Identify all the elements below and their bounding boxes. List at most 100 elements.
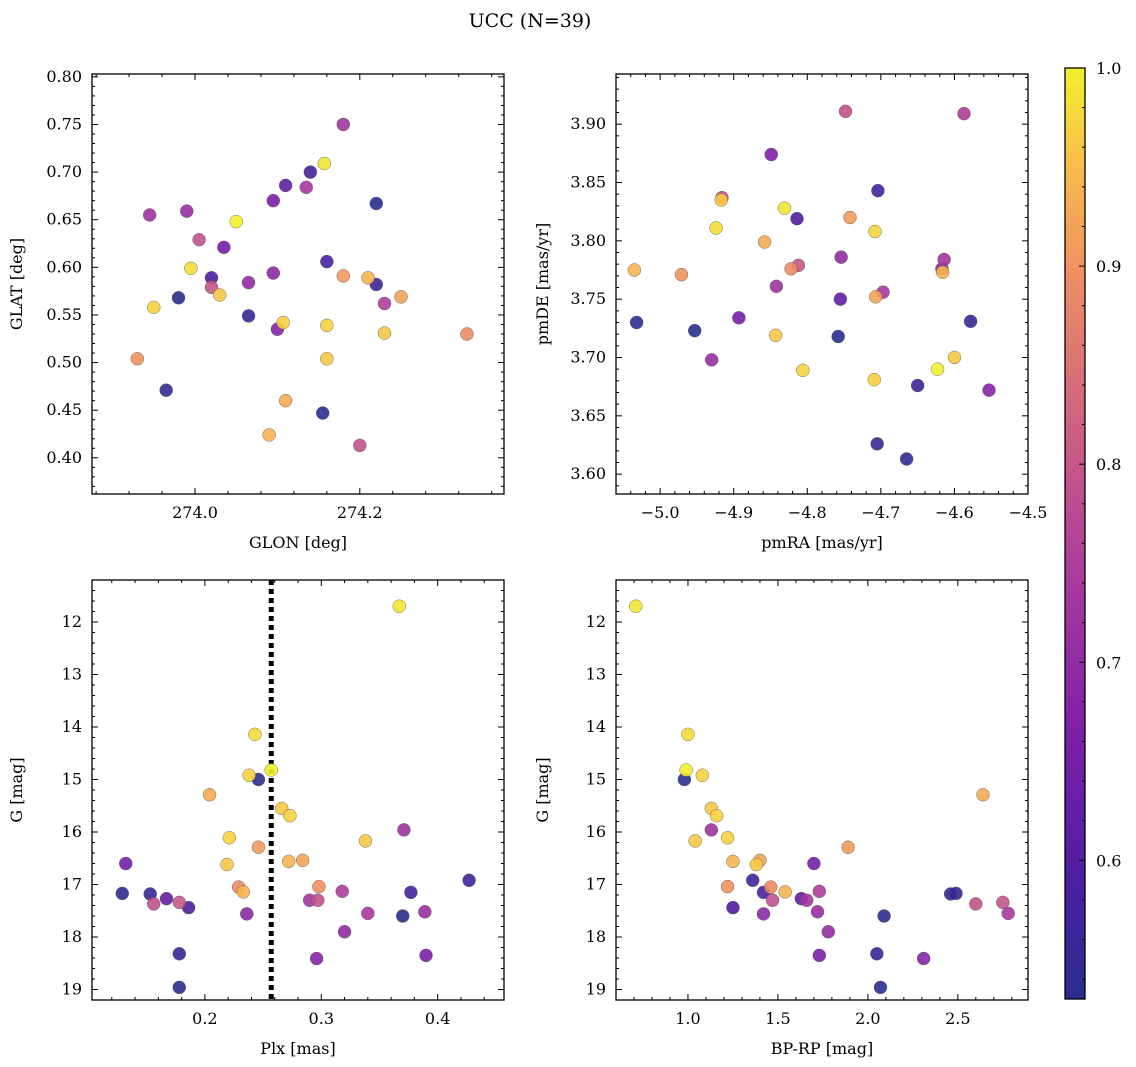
- panel-1-xtick-label: 274.2: [337, 503, 383, 522]
- panel-2-ytick-label: 3.60: [570, 464, 606, 483]
- panel-3-point: [312, 879, 326, 894]
- panel-3-point: [361, 906, 375, 921]
- panel-1-ytick-label: 0.50: [46, 353, 82, 372]
- panel-2-point: [947, 350, 962, 365]
- colorbar-tick-label: 0.9: [1096, 257, 1121, 276]
- panel-3-ytick-label: 16: [62, 822, 82, 841]
- panel-3-point: [242, 768, 256, 782]
- panel-3-ytick-label: 13: [62, 665, 82, 684]
- panel-3-point: [264, 763, 278, 777]
- panel-2-xtick-label: −5.0: [641, 503, 680, 522]
- panel-1-point: [241, 275, 256, 290]
- panel-2-point: [709, 221, 723, 235]
- panel-1-point: [320, 352, 334, 366]
- panel-2-point: [982, 383, 996, 397]
- panel-2-point: [688, 323, 702, 338]
- panel-4-point: [749, 857, 764, 872]
- panel-2-point: [764, 147, 778, 162]
- panel-2-ytick-label: 3.80: [570, 231, 606, 250]
- panel-3-ytick-label: 15: [62, 770, 82, 789]
- panel-4-point: [681, 727, 695, 742]
- panel-1: 274.0 274.2 0.40 0.45 0.50 0.55 0.60 0.65 0.70 0.…: [7, 67, 505, 552]
- panel-3-point: [392, 599, 406, 613]
- panel-4-ylabel: G [mag]: [533, 757, 552, 822]
- panel-1-point: [369, 196, 383, 211]
- panel-3-point: [397, 823, 411, 837]
- panel-1-xtick-label: 274.0: [172, 503, 218, 522]
- panel-4-ytick-label: 17: [586, 875, 606, 894]
- panel-1-ytick-label: 0.45: [46, 400, 82, 419]
- panel-1-point: [303, 165, 318, 179]
- panel-2-ytick-label: 3.65: [570, 406, 606, 425]
- panel-2-point: [843, 210, 857, 225]
- panel-4-ticks: [615, 579, 1028, 1001]
- panel-2-ylabel: pmDE [mas/yr]: [533, 223, 552, 346]
- panel-1-point: [336, 117, 351, 132]
- panel-4-point: [812, 884, 827, 899]
- panel-3-point: [172, 895, 186, 910]
- panel-4-point: [873, 980, 888, 995]
- panel-1-point: [147, 300, 161, 315]
- panel-2-point: [899, 452, 914, 466]
- panel-3-ticks: [92, 579, 504, 1001]
- panel-1-ytick-label: 0.80: [46, 67, 82, 86]
- panel-2-xtick-label: −4.5: [1009, 503, 1048, 522]
- panel-1-xlabel: GLON [deg]: [249, 533, 347, 552]
- panel-4-point: [870, 947, 884, 961]
- panel-2-xtick-label: −4.7: [861, 503, 900, 522]
- panel-4-point: [746, 873, 760, 887]
- panel-4-xtick-label: 1.5: [765, 1009, 790, 1028]
- panel-1-point: [336, 269, 351, 283]
- panel-1-ytick-label: 0.70: [46, 162, 82, 181]
- panel-1-ticks: [92, 74, 504, 494]
- panel-3-point: [159, 891, 174, 906]
- panel-3-ytick-label: 14: [62, 717, 82, 736]
- panel-4-frame: [615, 579, 1029, 1001]
- panel-2-point: [627, 263, 642, 277]
- panel-3-point: [309, 951, 324, 966]
- panel-4-point: [629, 599, 643, 613]
- panel-4-point: [695, 768, 710, 782]
- panel-3-point: [462, 873, 476, 887]
- panel-3-point: [404, 885, 418, 900]
- panel-3-xlabel: Plx [mas]: [260, 1039, 335, 1058]
- panel-3-ylabel: G [mag]: [7, 757, 26, 822]
- panel-3-point: [419, 948, 433, 963]
- panel-2-point: [869, 290, 883, 304]
- panel-2-ytick-label: 3.85: [570, 173, 606, 192]
- colorbar-tick-label: 0.8: [1096, 455, 1121, 474]
- panel-3-point: [115, 886, 129, 901]
- panel-2-ytick-label: 3.90: [570, 114, 606, 133]
- panel-1-point: [278, 178, 293, 193]
- panel-3-point: [295, 853, 310, 868]
- panel-3-point: [119, 856, 133, 871]
- panel-4-xlabel: BP-RP [mag]: [771, 1039, 873, 1058]
- panels: 274.0 274.2 0.40 0.45 0.50 0.55 0.60 0.65 0.70 0.…: [7, 67, 1047, 1058]
- panel-3-point: [236, 885, 250, 899]
- panel-4-point: [764, 880, 778, 894]
- panel-4-xtick-label: 2.5: [945, 1009, 970, 1028]
- colorbar-tick-label: 0.6: [1096, 851, 1121, 870]
- panel-4-point: [812, 948, 827, 963]
- panel-4-point: [810, 905, 825, 919]
- panel-3-point: [358, 834, 373, 848]
- panel-4-ytick-label: 13: [586, 665, 606, 684]
- panel-4-xtick-label: 1.0: [675, 1009, 700, 1028]
- panel-2-ticks: [615, 74, 1029, 494]
- panel-3-point: [251, 840, 266, 854]
- panel-4-point: [704, 823, 719, 837]
- panel-4-point: [679, 763, 693, 777]
- panel-3-xtick-label: 0.2: [192, 1009, 217, 1028]
- panel-4-ytick-label: 19: [586, 980, 606, 999]
- panel-4: 1.0 1.5 2.0 2.5 12 13 14 15 16 17 18 19 BP-RP [mag] G…: [533, 579, 1029, 1058]
- panel-1-point: [229, 214, 243, 229]
- panel-1-point: [361, 271, 375, 285]
- panel-3-point: [281, 854, 296, 869]
- panel-2-point: [838, 104, 853, 119]
- panel-2-points: [627, 104, 996, 466]
- panel-3-point: [172, 980, 186, 995]
- panel-2-ytick-label: 3.75: [570, 289, 606, 308]
- panel-2-point: [937, 252, 951, 267]
- panel-2-point: [714, 193, 728, 207]
- panel-4-point: [1001, 906, 1015, 921]
